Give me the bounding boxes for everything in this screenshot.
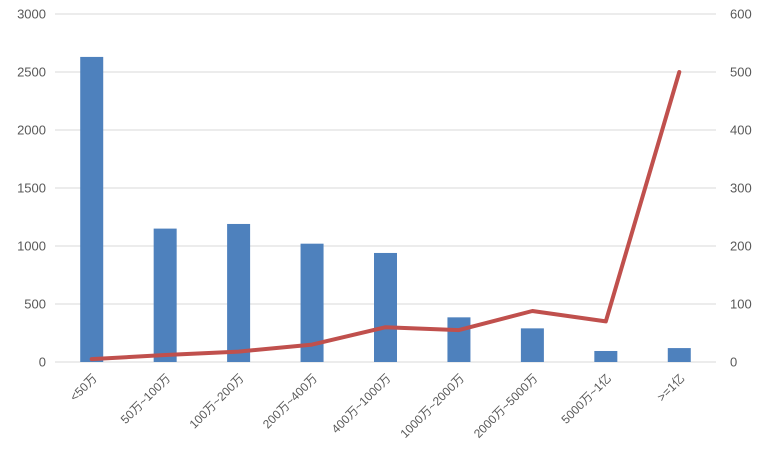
bar	[153, 228, 177, 362]
y-axis-right-tick-label: 400	[730, 123, 752, 138]
bar	[227, 223, 251, 362]
x-axis-tick-label: <50万	[67, 371, 100, 404]
bar	[520, 328, 544, 362]
y-axis-left-tick-label: 2000	[17, 123, 46, 138]
bar	[447, 317, 471, 362]
y-axis-left-tick-label: 2500	[17, 65, 46, 80]
y-axis-left-tick-label: 1500	[17, 181, 46, 196]
y-axis-right-tick-label: 100	[730, 297, 752, 312]
x-axis-tick-label: >=1亿	[654, 371, 688, 405]
y-axis-left-tick-label: 500	[24, 297, 46, 312]
bar	[374, 252, 397, 362]
y-axis-right-tick-label: 200	[730, 239, 752, 254]
bar	[594, 350, 618, 362]
y-axis-right-tick-label: 600	[730, 7, 752, 22]
bar	[300, 243, 324, 362]
y-axis-right-tick-label: 0	[730, 355, 737, 370]
y-axis-right-tick-label: 300	[730, 181, 752, 196]
bar	[80, 56, 104, 363]
x-axis-tick-label: 1000万~2000万	[397, 371, 467, 441]
trend-line	[89, 70, 682, 362]
y-axis-right-tick-label: 500	[730, 65, 752, 80]
y-axis-left-tick-label: 0	[39, 355, 46, 370]
x-axis-tick-label: 400万~1000万	[329, 371, 394, 436]
bar	[667, 348, 691, 362]
x-axis-tick-label: 200万~400万	[260, 371, 320, 431]
y-axis-left-tick-label: 1000	[17, 239, 46, 254]
x-axis-tick-label: 2000万~5000万	[471, 371, 541, 441]
y-axis-left-tick-label: 3000	[17, 7, 46, 22]
x-axis-tick-label: 50万~100万	[118, 371, 173, 426]
x-axis-tick-label: 100万~200万	[187, 371, 247, 431]
x-axis-tick-label: 5000万~1亿	[558, 371, 614, 427]
